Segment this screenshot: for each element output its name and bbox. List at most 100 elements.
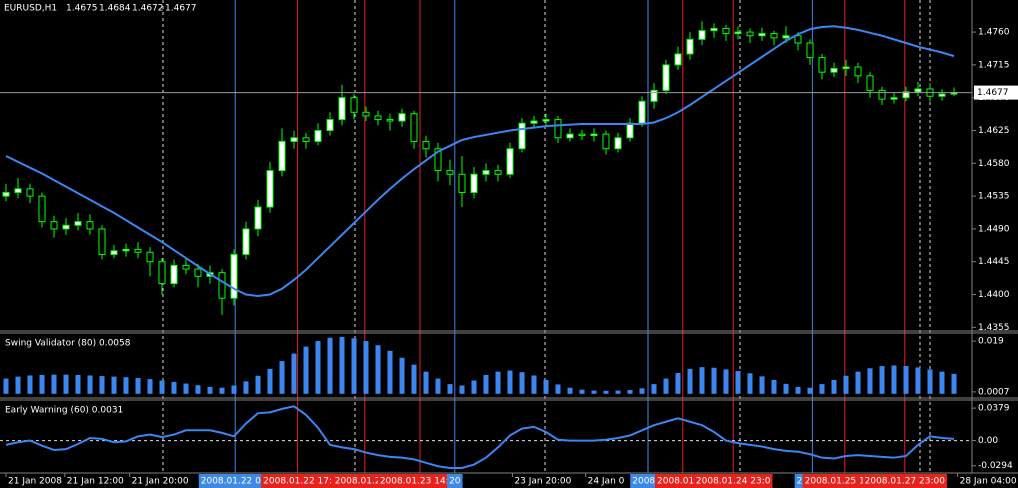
candle-body: [638, 100, 646, 124]
candle-body: [626, 122, 634, 139]
histogram-bar: [723, 369, 729, 394]
x-tick-label: 28 Jan 04:00: [960, 477, 1017, 487]
y-tick-label: 0.0007: [978, 387, 1010, 397]
candle-body: [530, 120, 538, 124]
candle-body: [602, 133, 610, 150]
candle-body: [590, 133, 598, 137]
vertical-lines: [162, 0, 931, 473]
header-open: 1.4675: [66, 4, 98, 14]
histogram-bar: [255, 375, 261, 394]
header-low: 1.4672: [132, 4, 164, 14]
time-marker-box: [198, 474, 272, 488]
y-tick-label: -0.0294: [978, 461, 1013, 471]
histogram-bar: [627, 389, 633, 394]
candle-body: [722, 27, 730, 35]
candle-body: [398, 113, 406, 122]
header-high: 1.4684: [99, 4, 131, 14]
histogram-bar: [711, 367, 717, 394]
histogram-bar: [207, 386, 213, 394]
histogram-bar: [171, 381, 177, 394]
histogram-bar: [843, 375, 849, 394]
y-tick-label: 1.4625: [978, 126, 1010, 136]
y-tick-label: 0.0379: [978, 404, 1010, 414]
candle-body: [434, 148, 442, 172]
candle-body: [98, 228, 106, 255]
candle-body: [110, 250, 118, 255]
histogram-bar: [807, 387, 813, 394]
symbol-title: EURUSD,H1: [4, 4, 57, 14]
candle-body: [158, 261, 166, 285]
candle-body: [146, 251, 154, 263]
time-marker-label: 2008.01.22 17:: [263, 477, 332, 487]
histogram-bar: [939, 371, 945, 394]
histogram-bar: [351, 338, 357, 394]
candle-body: [506, 148, 514, 175]
candle-body: [194, 268, 202, 277]
histogram-bar: [591, 390, 597, 394]
histogram-bar: [291, 353, 297, 394]
histogram-bar: [279, 361, 285, 394]
candle-body: [842, 66, 850, 70]
candle-body: [26, 188, 34, 197]
histogram-bar: [231, 385, 237, 394]
histogram-bar: [735, 371, 741, 394]
candle-body: [254, 206, 262, 230]
histogram-bar: [867, 368, 873, 394]
price-tag-label: 1.4677: [977, 88, 1009, 98]
histogram-bar: [951, 373, 957, 394]
histogram-bar: [915, 367, 921, 394]
time-marker-box: [862, 474, 947, 488]
histogram-bar: [183, 383, 189, 394]
candle-body: [86, 221, 94, 230]
candle-body: [614, 137, 622, 150]
histogram-bar: [639, 388, 645, 394]
histogram-bar: [447, 384, 453, 394]
histogram-bar: [747, 373, 753, 394]
x-tick-label: 23 Jan 20:00: [514, 477, 571, 487]
histogram-bar: [159, 380, 165, 394]
x-tick-label: 21 Jan 2008: [8, 477, 62, 487]
candle-body: [782, 35, 790, 39]
candle-body: [266, 170, 274, 208]
indicator-line: [5, 405, 955, 469]
candle-body: [290, 137, 298, 142]
candle-body: [470, 173, 478, 193]
histogram-bar: [663, 378, 669, 394]
time-marker-label: 2008.01.25 15:00: [805, 477, 886, 487]
x-tick-label: 21 Jan 20:00: [132, 477, 189, 487]
histogram-bar: [123, 377, 129, 394]
histogram-bar: [567, 387, 573, 394]
time-marker-box: [693, 474, 773, 488]
histogram-bar: [147, 379, 153, 394]
histogram-bar: [675, 373, 681, 394]
candle-body: [830, 68, 838, 73]
candle-body: [710, 27, 718, 32]
histogram-bar: [111, 376, 117, 394]
candle-body: [698, 30, 706, 40]
y-tick-label: 0.019: [978, 337, 1004, 347]
histogram-bar: [435, 378, 441, 394]
histogram-bar: [651, 384, 657, 394]
histogram-bar: [399, 357, 405, 394]
candle-body: [794, 35, 802, 44]
histogram-bar: [315, 341, 321, 394]
time-marker-label: 2008.01.23 0: [335, 477, 395, 487]
candle-body: [338, 97, 346, 121]
header-close: 1.4677: [165, 4, 197, 14]
histogram-bar: [891, 365, 897, 394]
candle-body: [518, 122, 526, 150]
histogram-bar: [903, 366, 909, 394]
candle-body: [746, 31, 754, 37]
candle-body: [182, 264, 190, 270]
histogram-bar: [555, 384, 561, 394]
time-marker-box: [447, 474, 463, 488]
candle-body: [242, 228, 250, 255]
candle-body: [458, 173, 466, 193]
histogram-bar: [603, 390, 609, 394]
histogram-bar: [531, 375, 537, 394]
histogram-bar: [135, 378, 141, 394]
candle-body: [350, 97, 358, 113]
candle-body: [230, 253, 238, 299]
